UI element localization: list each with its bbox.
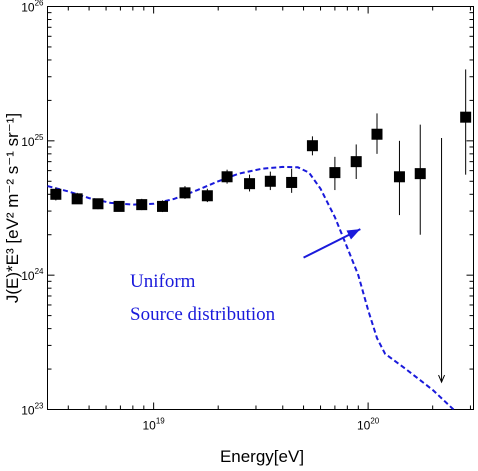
- data-point: [244, 178, 256, 190]
- data-point: [221, 171, 233, 183]
- data-point: [264, 175, 276, 187]
- model-curve: [47, 165, 455, 410]
- data-point: [71, 193, 83, 205]
- data-point: [329, 167, 341, 179]
- data-point: [414, 168, 426, 180]
- upper-limit-arrowhead: [438, 374, 446, 384]
- x-tick-labels: 1019 1020: [143, 417, 380, 433]
- data-point: [371, 128, 383, 140]
- annotation-text: Uniform: [130, 271, 196, 292]
- data-point: [50, 188, 62, 200]
- data-point: [460, 111, 472, 123]
- y-tick-label: 1025: [21, 133, 44, 149]
- data-point: [113, 200, 125, 212]
- annotation-text: Source distribution: [130, 304, 276, 325]
- data-point: [136, 199, 148, 211]
- x-tick-label: 1020: [357, 417, 380, 433]
- data-point: [393, 171, 405, 183]
- model-dashed-line: [47, 165, 455, 410]
- plot-frame: [47, 6, 474, 410]
- upper-limits: [438, 137, 446, 384]
- x-tick-label: 1019: [143, 417, 166, 433]
- axis-ticks: [47, 6, 474, 410]
- y-tick-label: 1023: [21, 402, 44, 418]
- y-tick-labels: 1023 1024 1025 1026: [21, 0, 44, 418]
- y-tick-label: 1026: [21, 0, 44, 15]
- data-point: [157, 200, 169, 212]
- data-markers: [50, 111, 472, 212]
- data-point: [350, 156, 362, 168]
- data-point: [201, 190, 213, 202]
- annotation-arrowhead: [346, 229, 361, 240]
- y-tick-label: 1024: [21, 267, 44, 283]
- x-axis-title: Energy[eV]: [220, 447, 304, 466]
- data-point: [92, 198, 104, 210]
- data-point: [179, 187, 191, 199]
- data-point: [306, 140, 318, 152]
- annotations: Uniform Source distribution: [130, 228, 361, 325]
- y-axis-title: J(E)*E³ [eV² m⁻² s⁻¹ sr⁻¹]: [3, 113, 22, 303]
- data-point: [286, 176, 298, 188]
